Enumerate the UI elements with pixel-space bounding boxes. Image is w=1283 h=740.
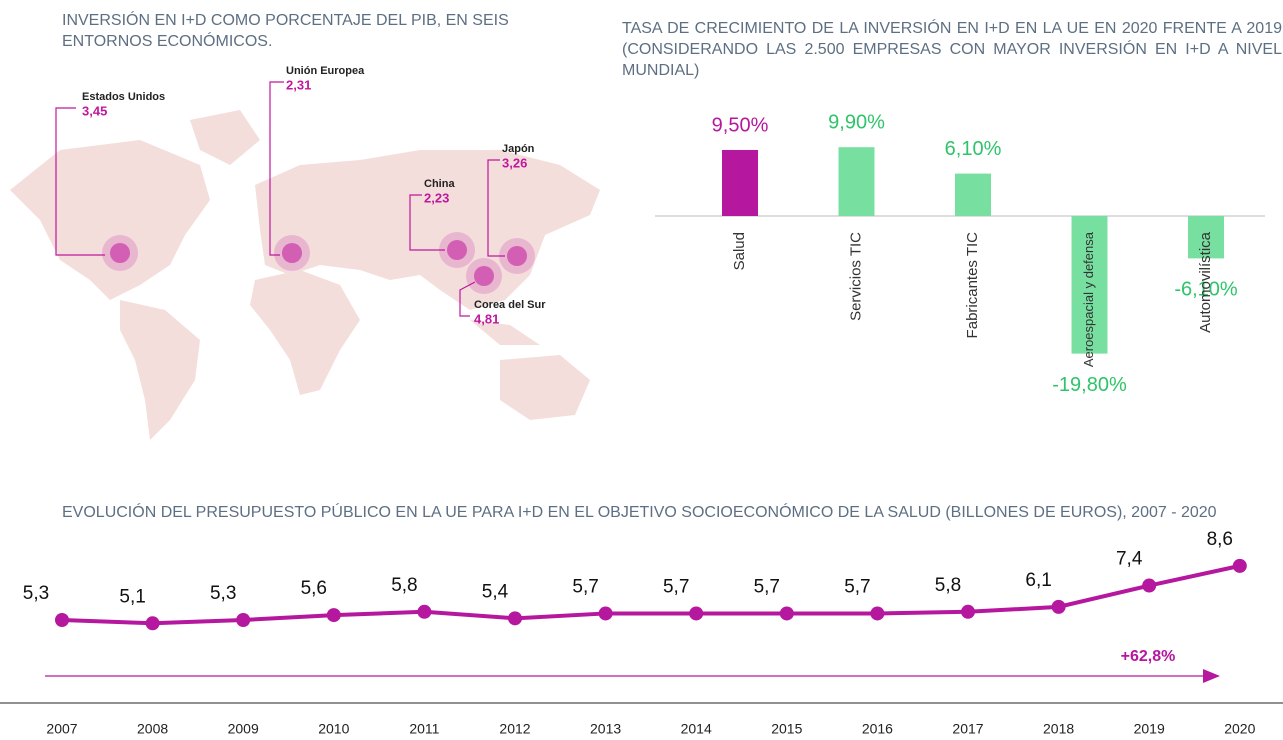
point-label: 5,7: [572, 576, 598, 597]
category-label: Aeroespacial y defensa: [1081, 231, 1096, 367]
leader: [269, 81, 284, 256]
point-label: 5,8: [935, 575, 961, 596]
point: [417, 604, 432, 619]
north-america: [10, 140, 210, 300]
leader: [55, 107, 105, 256]
x-tick-label: 2010: [318, 721, 349, 737]
point-label: 5,7: [844, 576, 870, 597]
x-tick-label: 2014: [681, 721, 712, 737]
x-tick-label: 2008: [137, 721, 168, 737]
point: [55, 613, 69, 627]
point-label: 5,4: [482, 581, 509, 602]
category-label: Automovilística: [1197, 231, 1214, 333]
bar-value-label: 6,10%: [945, 138, 1002, 160]
leader: [409, 194, 445, 251]
point: [1142, 578, 1157, 593]
bar: [722, 149, 758, 216]
bar-value-label: -19,80%: [1052, 374, 1127, 396]
point-label: 6,1: [1025, 570, 1051, 591]
point: [1051, 599, 1066, 614]
bar-value-label: 9,50%: [712, 114, 769, 136]
region-value: 2,31: [286, 77, 311, 92]
point-label: 5,3: [23, 583, 49, 604]
x-tick-label: 2011: [409, 721, 439, 737]
bubble: [507, 246, 527, 266]
bar: [1071, 216, 1108, 354]
point-label: 5,7: [754, 576, 780, 597]
x-tick-label: 2007: [46, 721, 77, 737]
line: [61, 563, 1241, 626]
leader: [459, 281, 476, 317]
south-america: [120, 300, 200, 440]
world-map: [10, 110, 600, 440]
map-title: INVERSIÓN EN I+D COMO PORCENTAJE DEL PIB…: [62, 12, 509, 50]
x-tick-label: 2018: [1043, 721, 1074, 737]
point: [961, 604, 975, 619]
x-tick-label: 2019: [1134, 721, 1165, 737]
bubble: [282, 243, 302, 263]
x-tick-label: 2015: [771, 721, 802, 737]
point-label: 8,6: [1207, 529, 1233, 550]
point: [508, 611, 522, 626]
point-label: 5,1: [119, 586, 145, 607]
greenland: [190, 110, 260, 165]
point: [1232, 558, 1247, 573]
region-value: 4,81: [474, 311, 499, 326]
category-label: Salud: [731, 232, 748, 270]
australia: [500, 355, 590, 420]
point: [870, 606, 885, 621]
point: [779, 606, 794, 621]
region-label: Japón: [502, 143, 535, 155]
category-label: Fabricantes TIC: [964, 232, 981, 339]
region-value: 3,26: [502, 155, 527, 170]
arrow-head: [1203, 669, 1220, 683]
eurasia: [255, 150, 600, 310]
region-label: Unión Europea: [286, 65, 365, 77]
region-label: Corea del Sur: [474, 299, 546, 311]
bar: [1188, 216, 1224, 259]
x-tick-label: 2013: [590, 721, 621, 737]
point: [326, 608, 341, 623]
x-tick-label: 2017: [952, 721, 983, 737]
region-label: China: [424, 178, 455, 190]
leader: [487, 159, 505, 257]
point: [689, 606, 704, 621]
point-label: 7,4: [1116, 549, 1143, 570]
islands: [470, 320, 540, 345]
point-label: 5,8: [391, 575, 417, 596]
bubble: [474, 266, 494, 286]
region-label: Estados Unidos: [82, 91, 165, 103]
point-label: 5,7: [663, 576, 689, 597]
bar: [955, 173, 991, 216]
point-label: 5,3: [210, 583, 236, 604]
line-title: EVOLUCIÓN DEL PRESUPUESTO PÚBLICO EN LA …: [62, 504, 1217, 521]
category-label: Servicios TIC: [847, 232, 864, 321]
x-tick-label: 2009: [228, 721, 259, 737]
x-tick-label: 2020: [1224, 721, 1255, 737]
map-leaders: [55, 81, 505, 317]
bubble: [110, 243, 130, 263]
x-tick-label: 2016: [862, 721, 893, 737]
point: [145, 616, 160, 631]
region-value: 3,45: [82, 103, 107, 118]
point-label: 5,6: [301, 578, 327, 599]
annotation: +62,8%: [1121, 648, 1176, 665]
bar-value-label: -6,10%: [1174, 279, 1238, 301]
bubble: [447, 240, 467, 260]
bar: [838, 147, 875, 216]
region-value: 2,23: [424, 190, 449, 205]
point: [236, 613, 251, 627]
point: [598, 606, 613, 621]
bar-title: TASA DE CRECIMIENTO DE LA INVERSIÓN EN I…: [622, 20, 1282, 79]
x-tick-label: 2012: [499, 721, 530, 737]
bar-value-label: 9,90%: [828, 111, 885, 133]
africa: [250, 270, 360, 395]
